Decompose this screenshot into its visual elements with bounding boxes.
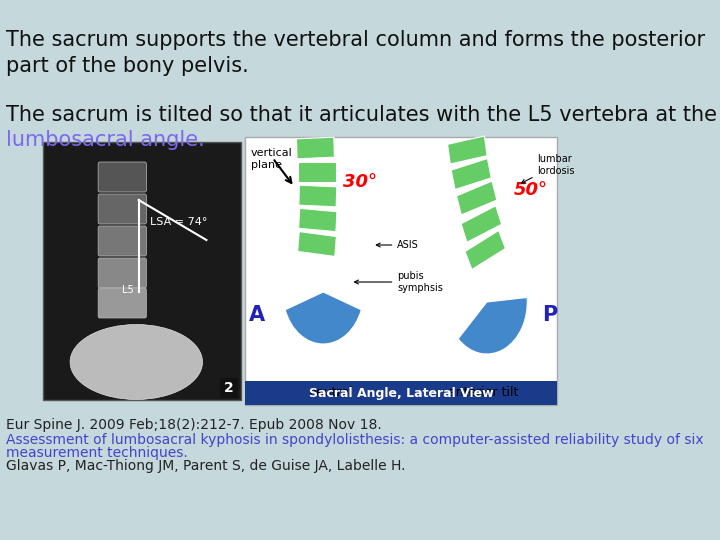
Text: lumbosacral angle.: lumbosacral angle.: [6, 130, 205, 150]
Bar: [220, 378, 238, 398]
Text: measurement techniques.: measurement techniques.: [6, 446, 188, 460]
Wedge shape: [458, 298, 527, 354]
Wedge shape: [285, 292, 361, 344]
FancyBboxPatch shape: [98, 258, 146, 288]
Text: 2: 2: [224, 381, 234, 395]
Text: vertical
plane: vertical plane: [251, 148, 292, 171]
Text: ASIS: ASIS: [377, 240, 419, 250]
Text: The sacrum is tilted so that it articulates with the L5 vertebra at the: The sacrum is tilted so that it articula…: [6, 105, 717, 125]
Text: Assessment of lumbosacral kyphosis in spondylolisthesis: a computer-assisted rel: Assessment of lumbosacral kyphosis in sp…: [6, 433, 704, 447]
Text: pubis
symphsis: pubis symphsis: [354, 271, 443, 293]
Polygon shape: [456, 181, 497, 215]
Text: LSA = 74°: LSA = 74°: [150, 217, 207, 227]
Bar: [42, 142, 241, 400]
Polygon shape: [299, 185, 337, 207]
FancyBboxPatch shape: [98, 162, 146, 192]
Text: Glavas P, Mac-Thiong JM, Parent S, de Guise JA, Labelle H.: Glavas P, Mac-Thiong JM, Parent S, de Gu…: [6, 459, 406, 473]
Polygon shape: [297, 137, 334, 159]
Text: P: P: [542, 305, 557, 325]
Polygon shape: [451, 159, 491, 190]
Text: lumbar
lordosis: lumbar lordosis: [521, 154, 575, 183]
Ellipse shape: [70, 325, 202, 400]
Polygon shape: [298, 162, 336, 182]
Text: Sacral Angle, Lateral View: Sacral Angle, Lateral View: [309, 387, 493, 400]
Text: Eur Spine J. 2009 Feb;18(2):212-7. Epub 2008 Nov 18.: Eur Spine J. 2009 Feb;18(2):212-7. Epub …: [6, 418, 382, 432]
Bar: [246, 381, 557, 405]
Bar: [246, 137, 557, 405]
Text: L5: L5: [122, 285, 134, 295]
Text: neutral: neutral: [309, 386, 354, 399]
FancyBboxPatch shape: [98, 288, 146, 318]
Text: The sacrum supports the vertebral column and forms the posterior
part of the bon: The sacrum supports the vertebral column…: [6, 30, 706, 76]
Text: anterior tilt: anterior tilt: [448, 386, 518, 399]
Text: A: A: [249, 305, 265, 325]
Text: 50°: 50°: [514, 181, 548, 199]
Polygon shape: [465, 231, 505, 269]
FancyBboxPatch shape: [98, 194, 146, 224]
Text: 30°: 30°: [343, 173, 377, 191]
Polygon shape: [299, 208, 337, 232]
FancyBboxPatch shape: [98, 226, 146, 256]
Polygon shape: [461, 206, 502, 242]
Polygon shape: [448, 136, 487, 164]
Polygon shape: [297, 232, 336, 256]
